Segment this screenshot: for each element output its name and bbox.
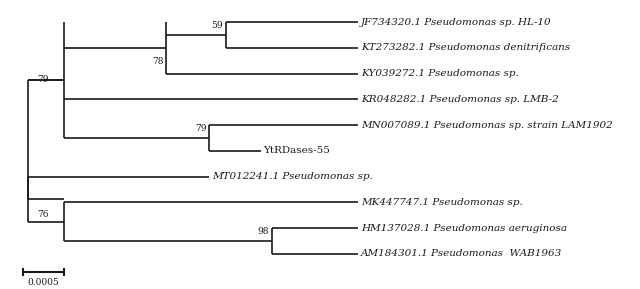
Text: 78: 78	[152, 58, 163, 66]
Text: AM184301.1 Pseudomonas  WAB1963: AM184301.1 Pseudomonas WAB1963	[361, 249, 562, 258]
Text: JF734320.1 Pseudomonas sp. HL-10: JF734320.1 Pseudomonas sp. HL-10	[361, 18, 551, 27]
Text: 59: 59	[211, 21, 223, 30]
Text: KR048282.1 Pseudomonas sp. LMB-2: KR048282.1 Pseudomonas sp. LMB-2	[361, 95, 559, 104]
Text: 0.0005: 0.0005	[28, 278, 59, 287]
Text: KT273282.1 Pseudomonas denitrificans: KT273282.1 Pseudomonas denitrificans	[361, 43, 570, 52]
Text: 98: 98	[257, 227, 269, 236]
Text: 79: 79	[195, 125, 207, 134]
Text: 79: 79	[37, 75, 49, 84]
Text: KY039272.1 Pseudomonas sp.: KY039272.1 Pseudomonas sp.	[361, 69, 518, 78]
Text: HM137028.1 Pseudomonas aeruginosa: HM137028.1 Pseudomonas aeruginosa	[361, 224, 566, 233]
Text: MT012241.1 Pseudomonas sp.: MT012241.1 Pseudomonas sp.	[212, 172, 373, 181]
Text: 76: 76	[37, 210, 49, 219]
Text: MN007089.1 Pseudomonas sp. strain LAM1902: MN007089.1 Pseudomonas sp. strain LAM190…	[361, 121, 612, 129]
Text: YtRDases-55: YtRDases-55	[264, 146, 330, 155]
Text: MK447747.1 Pseudomonas sp.: MK447747.1 Pseudomonas sp.	[361, 198, 522, 207]
